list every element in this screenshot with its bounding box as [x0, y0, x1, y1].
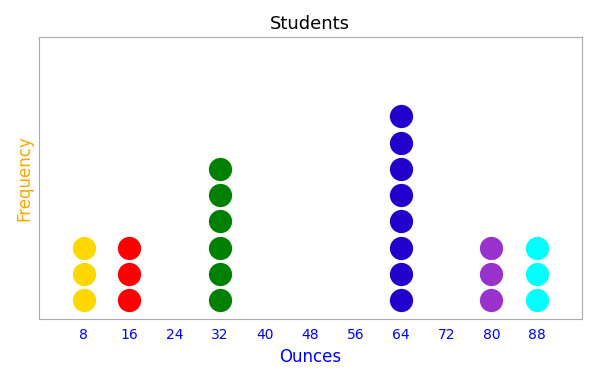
Point: [396, 297, 405, 303]
Point: [396, 218, 405, 224]
Point: [124, 245, 134, 251]
Y-axis label: Frequency: Frequency: [15, 135, 33, 221]
Point: [396, 166, 405, 172]
Title: Students: Students: [270, 15, 350, 33]
Point: [124, 297, 134, 303]
Point: [532, 297, 541, 303]
Point: [215, 192, 224, 198]
X-axis label: Ounces: Ounces: [279, 348, 341, 366]
Point: [396, 271, 405, 277]
Point: [215, 245, 224, 251]
Point: [532, 245, 541, 251]
Point: [215, 297, 224, 303]
Point: [79, 245, 88, 251]
Point: [396, 113, 405, 119]
Point: [396, 192, 405, 198]
Point: [215, 166, 224, 172]
Point: [396, 139, 405, 146]
Point: [79, 297, 88, 303]
Point: [215, 218, 224, 224]
Point: [532, 271, 541, 277]
Point: [215, 271, 224, 277]
Point: [396, 245, 405, 251]
Point: [487, 271, 496, 277]
Point: [124, 271, 134, 277]
Point: [487, 297, 496, 303]
Point: [79, 271, 88, 277]
Point: [487, 245, 496, 251]
